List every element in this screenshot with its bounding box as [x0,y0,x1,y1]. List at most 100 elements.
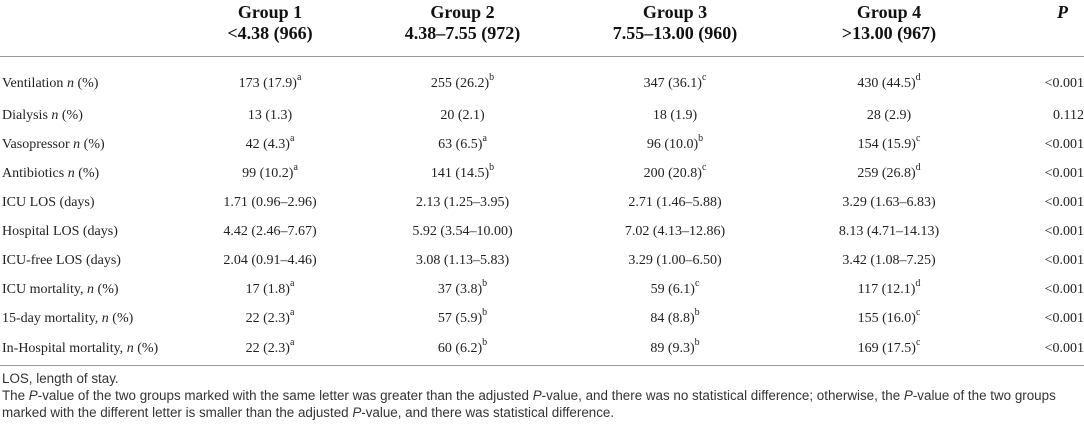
cell-value: 200 (20.8) [643,165,702,181]
cell-superscript: c [701,161,707,173]
cell-superscript: c [701,72,707,83]
cell-value: 57 (5.9) [437,310,483,326]
row-label-n: n [73,136,81,152]
header-group-1-range: <4.38 (966) [227,23,313,43]
cell-value: 2.13 (1.25–3.95) [415,194,510,210]
cell-value: 63 (6.5) [438,136,483,152]
row-label: 15-day mortality, n (%) [0,304,185,333]
cell-p-value: <0.001 [1044,165,1084,181]
cell-group-1: 99 (10.2)a [185,159,355,188]
row-label-text: 15-day mortality, [2,310,102,326]
note-p-4: P [352,405,362,420]
cell-group-2: 37 (3.8)b [355,275,570,304]
row-label: ICU-free LOS (days) [0,246,185,275]
cell-superscript: c [915,306,921,318]
cell-superscript: b [489,161,495,173]
cell-superscript: c [915,337,921,348]
note-text-1: The [2,388,29,403]
table-row: Vasopressor n (%) 42 (4.3)a 63 (6.5)a 96 (1… [0,130,1084,159]
cell-p-value: 0.112 [1053,107,1084,123]
header-group-3-name: Group 3 [642,2,708,22]
row-label-n: n [66,76,74,91]
cell-group-2: 57 (5.9)b [355,304,570,333]
cell-superscript: b [482,337,488,348]
footnote-significance: The P -value of the two groups marked wit… [2,387,1084,421]
cell-p-value: <0.001 [1044,136,1084,152]
cell-group-4: 117 (12.1)d [780,275,998,304]
row-label-text: ICU-free LOS (days) [2,252,121,268]
note-text-4: -value of the two groups marked with the… [2,388,1056,420]
cell-group-4: 8.13 (4.71–14.13) [780,217,998,246]
cell-p-value: <0.001 [1044,252,1084,268]
cell-group-2: 2.13 (1.25–3.95) [355,188,570,217]
table-row: Hospital LOS (days) 4.42 (2.46–7.67) 5.92 … [0,217,1084,246]
note-text-2: -value of the two groups marked with the… [37,388,533,403]
cell-value: 5.92 (3.54–10.00) [412,223,513,239]
cell-superscript: a [482,132,487,144]
cell-superscript: c [915,132,921,144]
cell-group-1: 173 (17.9)a [185,56,355,101]
cell-group-3: 7.02 (4.13–12.86) [570,217,780,246]
cell-group-2: 63 (6.5)a [355,130,570,159]
header-blank-3 [998,23,1084,57]
cell-group-2: 5.92 (3.54–10.00) [355,217,570,246]
cell-superscript: a [289,277,295,289]
cell-value: 3.29 (1.00–6.50) [628,252,722,268]
row-label-pct: (%) [133,341,159,356]
cell-superscript: b [698,132,704,144]
cell-superscript: b [694,306,700,318]
cell-superscript: d [915,72,921,83]
cell-superscript: d [915,277,921,289]
cell-p-value: <0.001 [1044,194,1084,210]
header-group-1-name: Group 1 [237,2,303,22]
row-label-n: n [51,107,59,123]
cell-value: 2.71 (1.46–5.88) [628,194,722,210]
cell-value: 155 (16.0) [857,310,916,326]
row-label-n: n [87,281,95,297]
cell-superscript: a [296,72,302,83]
footnote-abbreviation: LOS, length of stay. [2,371,119,386]
cell-group-3: 96 (10.0)b [570,130,780,159]
cell-group-4: 154 (15.9)c [780,130,998,159]
cell-value: 59 (6.1) [650,281,695,297]
header-group-4-range: >13.00 (967) [841,23,937,43]
cell-superscript: b [482,277,488,289]
cell-group-4: 3.29 (1.63–6.83) [780,188,998,217]
row-label: Dialysis n (%) [0,101,185,130]
cell-group-1: 22 (2.3)a [185,333,355,366]
cell-value: 255 (26.2) [430,76,490,91]
table-row: 15-day mortality, n (%) 22 (2.3)a 57 (5.9)… [0,304,1084,333]
cell-group-3: 18 (1.9) [570,101,780,130]
row-label-text: Dialysis [2,107,52,123]
header-blank [0,0,185,23]
cell-superscript: c [694,277,700,289]
table-row: ICU mortality, n (%) 17 (1.8)a 37 (3.8)b 59… [0,275,1084,304]
row-label-text: Ventilation [2,76,67,91]
cell-group-3: 3.29 (1.00–6.50) [570,246,780,275]
cell-superscript: a [289,132,295,144]
cell-group-1: 1.71 (0.96–2.96) [185,188,355,217]
row-label: Ventilation n (%) [0,56,185,101]
cell-p-value: <0.001 [998,333,1084,366]
row-label-pct: (%) [73,76,99,91]
cell-value: 37 (3.8) [437,281,483,297]
row-label: Antibiotics n (%) [0,159,185,188]
row-label-text: Antibiotics [2,165,68,181]
cell-superscript: d [915,161,921,173]
row-label-text: ICU LOS (days) [2,194,95,210]
header-p-value: P [998,0,1084,23]
cell-group-2: 20 (2.1) [355,101,570,130]
cell-superscript: a [289,306,295,318]
row-label-pct: (%) [108,310,134,326]
cell-group-4: 3.42 (1.08–7.25) [780,246,998,275]
header-p-label: P [1057,2,1068,22]
cell-p-value: <0.001 [1044,310,1084,326]
cell-superscript: b [694,337,700,348]
table-row: Dialysis n (%) 13 (1.3) 20 (2.1) 18 (1.9) 28… [0,101,1084,130]
cell-value: 22 (2.3) [245,341,290,356]
row-label: Hospital LOS (days) [0,217,185,246]
cell-group-3: 89 (9.3)b [570,333,780,366]
table-header: Group 1 Group 2 Group 3 Group 4 P <4.38 … [0,0,1084,57]
cell-value: 28 (2.9) [866,107,912,123]
cell-group-3: 200 (20.8)c [570,159,780,188]
